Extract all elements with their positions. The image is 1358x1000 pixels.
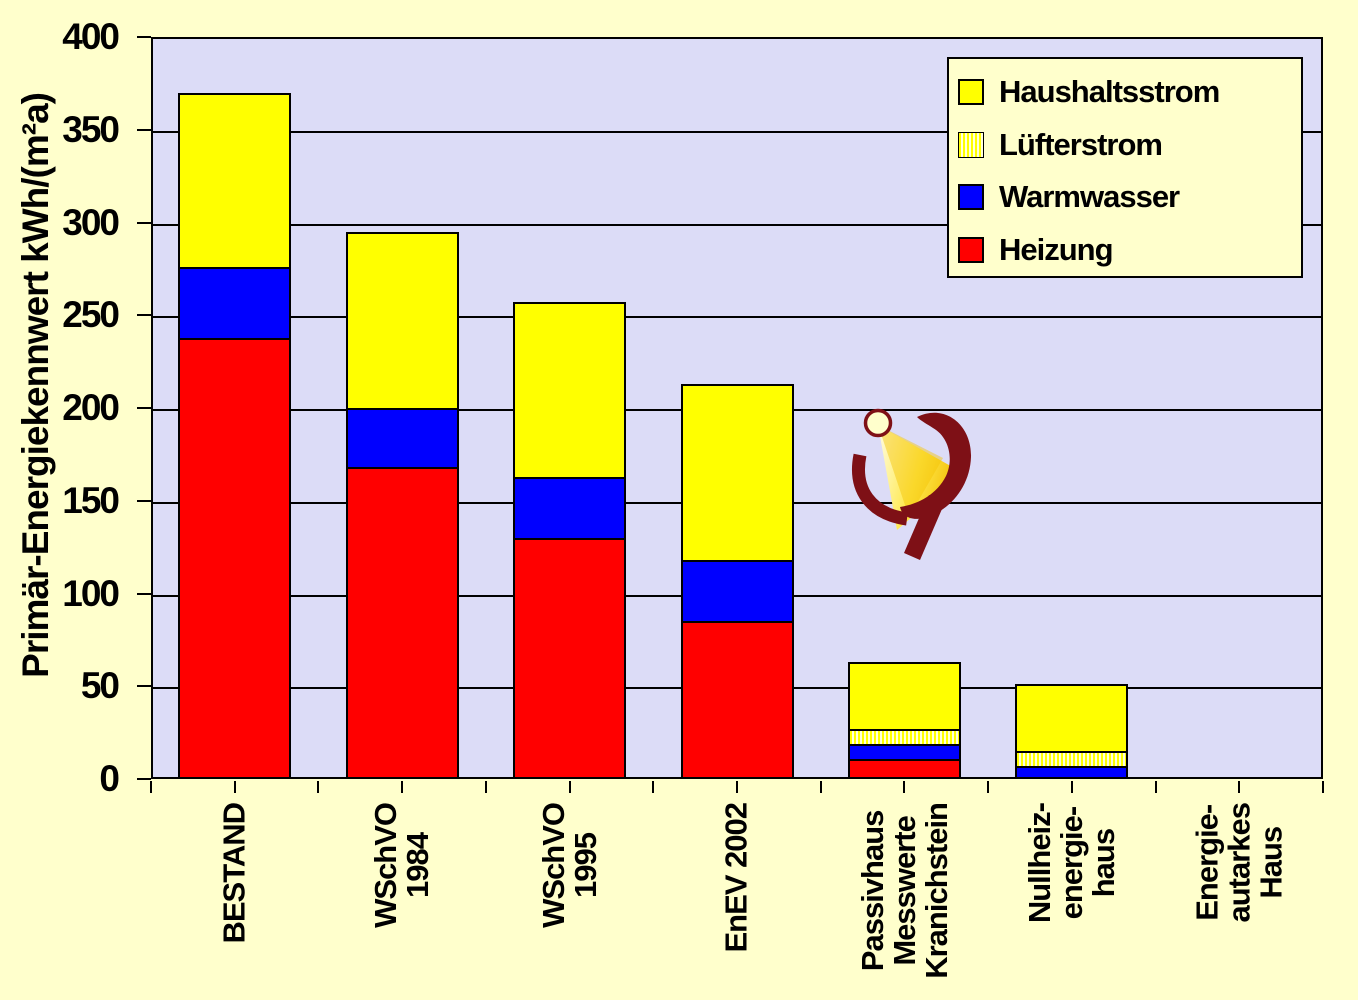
bar-segment-heizung-passivhaus <box>848 758 961 779</box>
bar-segment-heizung-enev-2002 <box>681 621 794 779</box>
y-axis-tick-label: 200 <box>62 387 120 428</box>
y-axis-tick-label: 350 <box>62 108 120 150</box>
bar-segment-warmwasser-bestand <box>178 267 291 340</box>
x-axis-tick <box>1322 781 1324 793</box>
y-axis-tick <box>137 499 151 502</box>
y-axis-tick <box>137 36 151 38</box>
legend-label: Heizung <box>999 231 1114 267</box>
x-axis-tick <box>1238 781 1241 793</box>
legend-item-heizung: Heizung <box>958 224 1301 277</box>
bar-segment-haushaltsstrom-wschvo <box>346 231 459 410</box>
legend-label: Haushaltsstrom <box>999 74 1220 110</box>
y-axis-tick-label: 250 <box>62 294 120 336</box>
y-axis-tick-label: 0 <box>99 758 120 799</box>
x-axis-tick <box>987 781 990 793</box>
x-axis-tick <box>819 781 822 793</box>
x-axis-tick <box>401 781 404 793</box>
y-axis-tick-label: 100 <box>62 572 120 614</box>
y-axis-tick <box>137 407 151 409</box>
bar-segment-haushaltsstrom-passivhaus <box>848 662 961 731</box>
gridline-300 <box>153 223 1321 226</box>
bar-segment-heizung-bestand <box>178 337 291 779</box>
passivhaus-institut-logo <box>852 408 972 560</box>
logo-circle <box>863 408 893 438</box>
bar-segment-warmwasser-wschvo <box>513 476 626 540</box>
bar-segment-haushaltsstrom-nullheiz- <box>1015 684 1128 754</box>
x-axis-tick <box>1070 781 1073 793</box>
legend: Haushaltsstrom Lüfterstrom Warmwasser He… <box>947 57 1303 278</box>
bar-segment-warmwasser-passivhaus <box>848 743 961 761</box>
luefterstrom-swatch-icon <box>958 131 984 158</box>
legend-label: Warmwasser <box>999 179 1180 215</box>
bar-segment-heizung-wschvo <box>346 467 459 779</box>
y-axis-tick <box>137 592 151 595</box>
y-axis-tick <box>137 221 151 224</box>
y-axis-tick-label: 300 <box>62 201 120 243</box>
x-axis-tick <box>317 781 320 793</box>
phi-glyph-shape <box>852 412 972 560</box>
bar-segment-warmwasser-wschvo <box>346 408 459 470</box>
y-axis-tick <box>137 685 151 688</box>
x-axis-tick <box>736 781 738 793</box>
bar-segment-l-fterstrom-passivhaus <box>848 728 961 746</box>
x-axis-tick <box>1154 781 1157 793</box>
y-axis-tick <box>137 778 151 780</box>
light-cone-shape <box>878 425 963 530</box>
x-axis-tick <box>150 781 152 793</box>
warmwasser-swatch-icon <box>958 184 984 211</box>
y-axis-tick-label: 150 <box>62 479 120 521</box>
bar-segment-haushaltsstrom-enev-2002 <box>681 383 794 563</box>
bar-segment-haushaltsstrom-bestand <box>178 92 291 269</box>
gridline-250 <box>153 316 1321 319</box>
x-axis-tick <box>903 781 906 793</box>
legend-item-warmwasser: Warmwasser <box>958 171 1301 224</box>
y-axis-tick <box>137 314 151 317</box>
x-axis-tick <box>484 781 487 793</box>
x-axis-tick <box>233 781 236 793</box>
x-axis-tick <box>568 781 571 793</box>
legend-item-haushaltsstrom: Haushaltsstrom <box>958 66 1301 119</box>
bar-segment-haushaltsstrom-wschvo <box>513 302 626 479</box>
legend-label: Lüfterstrom <box>999 126 1163 162</box>
legend-item-luefterstrom: Lüfterstrom <box>958 119 1301 172</box>
bar-segment-l-fterstrom-nullheiz- <box>1015 751 1128 768</box>
bar-segment-warmwasser-enev-2002 <box>681 560 794 624</box>
bar-segment-heizung-wschvo <box>513 537 626 779</box>
y-axis-tick <box>137 128 151 131</box>
haushaltsstrom-swatch-icon <box>958 79 984 106</box>
gridline-350 <box>153 130 1321 133</box>
x-axis-tick <box>652 781 655 793</box>
y-axis-tick-label: 50 <box>80 665 120 707</box>
y-axis-tick-label: 400 <box>62 16 120 57</box>
heizung-swatch-icon <box>958 236 984 263</box>
